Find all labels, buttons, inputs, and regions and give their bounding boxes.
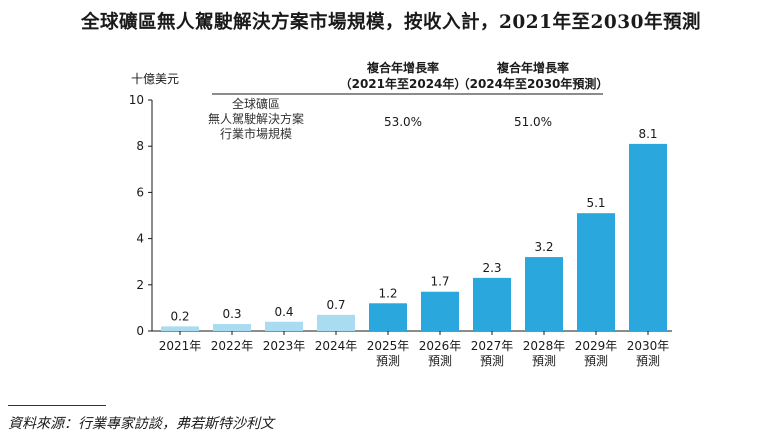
cagr-period: （2024年至2030年預測） xyxy=(458,76,609,91)
x-tick-label: 預測 xyxy=(584,354,608,368)
y-tick-label: 4 xyxy=(136,232,144,246)
x-tick-label: 預測 xyxy=(480,354,504,368)
y-tick-label: 6 xyxy=(136,185,144,199)
x-tick-label: 2023年 xyxy=(263,339,306,353)
x-tick-label: 預測 xyxy=(532,354,556,368)
bar xyxy=(213,324,251,331)
bar xyxy=(317,314,355,331)
series-annotation-line: 行業市場規模 xyxy=(220,126,292,141)
bar xyxy=(473,277,511,331)
bar-value-label: 5.1 xyxy=(586,196,605,210)
y-axis-unit-label: 十億美元 xyxy=(131,72,180,86)
cagr-header: 複合年增長率 xyxy=(366,60,439,75)
bar-value-label: 0.2 xyxy=(170,309,189,323)
bar xyxy=(369,303,407,331)
y-tick-label: 10 xyxy=(129,93,144,107)
bar-value-label: 0.7 xyxy=(326,298,345,312)
cagr-value: 51.0% xyxy=(514,115,552,129)
bar xyxy=(421,291,459,331)
x-tick-label: 2030年 xyxy=(627,339,670,353)
chart-title: 全球礦區無人駕駛解決方案市場規模，按收入計，2021年至2030年預測 xyxy=(81,12,701,33)
x-tick-label: 預測 xyxy=(428,354,452,368)
bar-value-label: 0.3 xyxy=(222,307,241,321)
bar xyxy=(265,321,303,331)
x-tick-label: 2022年 xyxy=(211,339,254,353)
x-tick-label: 2024年 xyxy=(315,339,358,353)
x-tick-label: 2021年 xyxy=(159,339,202,353)
bar-value-label: 3.2 xyxy=(534,240,553,254)
series-annotation-line: 全球礦區 xyxy=(232,96,280,111)
x-tick-label: 預測 xyxy=(376,354,400,368)
bar-chart: 0 2 4 6 8 10 0.2 2021年 0.3 2022年 0.4 2023年 0.7 2024年 1… xyxy=(129,60,672,368)
x-tick-label: 2029年 xyxy=(575,339,618,353)
y-tick-label: 0 xyxy=(136,324,144,338)
bar-value-label: 8.1 xyxy=(638,127,657,141)
bar xyxy=(161,326,199,331)
x-tick-label: 2025年 xyxy=(367,339,410,353)
x-tick-label: 2028年 xyxy=(523,339,566,353)
cagr-period: （2021年至2024年） xyxy=(340,76,467,91)
bar-value-label: 0.4 xyxy=(274,305,293,319)
bar-value-label: 2.3 xyxy=(482,261,501,275)
y-tick-label: 8 xyxy=(136,139,144,153)
bar xyxy=(629,143,667,331)
y-tick-label: 2 xyxy=(136,278,144,292)
bar xyxy=(577,213,615,331)
bar xyxy=(525,257,563,331)
source-divider xyxy=(8,405,106,406)
bar-value-label: 1.7 xyxy=(430,275,449,289)
source-note: 資料來源：行業專家訪談，弗若斯特沙利文 xyxy=(8,416,274,432)
cagr-header: 複合年增長率 xyxy=(496,60,569,75)
x-tick-label: 預測 xyxy=(636,354,660,368)
x-tick-label: 2027年 xyxy=(471,339,514,353)
series-annotation-line: 無人駕駛解決方案 xyxy=(208,111,304,126)
bar-value-label: 1.2 xyxy=(378,286,397,300)
x-tick-label: 2026年 xyxy=(419,339,462,353)
cagr-value: 53.0% xyxy=(384,115,422,129)
